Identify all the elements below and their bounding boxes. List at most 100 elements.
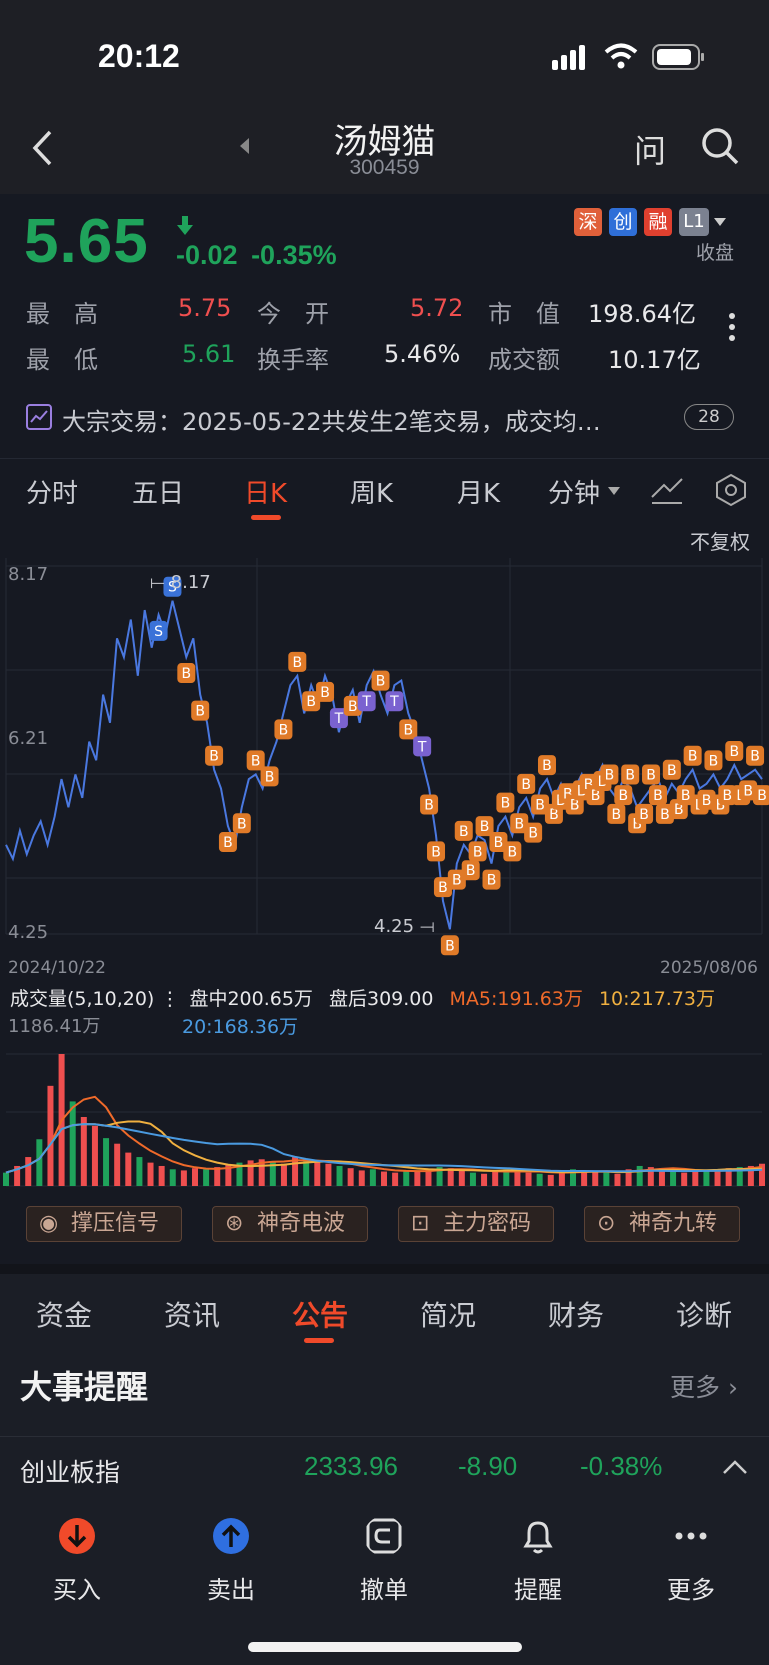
svg-text:B: B bbox=[459, 824, 469, 840]
volume-bar bbox=[114, 1143, 121, 1186]
svg-text:B: B bbox=[320, 685, 330, 701]
trade-marker-b: B bbox=[739, 780, 758, 801]
down-arrow-icon bbox=[177, 216, 193, 235]
svg-text:B: B bbox=[632, 816, 642, 832]
volume-bar bbox=[336, 1165, 343, 1186]
chevron-up-icon[interactable] bbox=[722, 1459, 748, 1475]
settings-hexagon-icon[interactable] bbox=[714, 473, 748, 507]
svg-text:S: S bbox=[168, 580, 177, 596]
svg-text:B: B bbox=[716, 797, 726, 813]
y-axis-mid: 6.21 bbox=[8, 728, 49, 749]
trade-marker-b: B bbox=[191, 700, 210, 721]
trade-marker-b: B bbox=[399, 719, 418, 740]
svg-text:B: B bbox=[625, 767, 635, 783]
tab-overview[interactable]: 简况 bbox=[420, 1299, 477, 1332]
tab-diagnosis[interactable]: 诊断 bbox=[676, 1299, 733, 1332]
trade-marker-b: B bbox=[697, 789, 716, 810]
svg-text:B: B bbox=[584, 777, 594, 793]
trade-marker-b: B bbox=[642, 764, 661, 785]
magic-wave-button[interactable]: ⊛ 神奇电波 bbox=[212, 1206, 368, 1242]
more-vert-icon[interactable] bbox=[728, 312, 736, 342]
tab-intraday[interactable]: 分时 bbox=[26, 479, 79, 509]
volume-bar bbox=[280, 1163, 287, 1186]
low-value: 5.61 bbox=[182, 340, 236, 368]
svg-text:B: B bbox=[466, 863, 476, 879]
trade-marker-t: T bbox=[385, 691, 404, 712]
support-pressure-button[interactable]: ◉ 撑压信号 bbox=[26, 1206, 182, 1242]
volume-bar bbox=[258, 1159, 265, 1186]
sell-button[interactable]: 卖出 bbox=[181, 1516, 281, 1605]
tab-five-day[interactable]: 五日 bbox=[132, 479, 185, 509]
back-icon[interactable] bbox=[30, 128, 54, 168]
trade-marker-b: B bbox=[718, 785, 737, 806]
volume-bar bbox=[603, 1172, 610, 1186]
tab-finance[interactable]: 财务 bbox=[548, 1299, 605, 1332]
search-icon[interactable] bbox=[700, 126, 740, 166]
notice-count-badge[interactable]: 28 bbox=[684, 404, 734, 430]
market-state: 收盘 bbox=[696, 242, 735, 264]
prev-stock-icon[interactable] bbox=[240, 138, 250, 154]
tab-daily-k[interactable]: 日K bbox=[244, 479, 288, 509]
volume-bar bbox=[592, 1171, 599, 1186]
volume-bar bbox=[403, 1170, 410, 1186]
trade-marker-b: B bbox=[260, 766, 279, 787]
tab-minute[interactable]: 分钟 bbox=[548, 479, 601, 509]
volume-bar bbox=[269, 1161, 276, 1186]
buy-icon bbox=[59, 1518, 95, 1554]
block-trade-notice[interactable]: 大宗交易：2025-05-22共发生2笔交易，成交均… 28 bbox=[0, 376, 769, 458]
buy-button[interactable]: 买入 bbox=[27, 1516, 127, 1605]
trade-marker-b: B bbox=[746, 745, 765, 766]
tab-weekly-k[interactable]: 周K bbox=[350, 479, 394, 509]
chevron-down-icon[interactable] bbox=[714, 218, 726, 226]
svg-text:T: T bbox=[361, 694, 371, 710]
alert-button[interactable]: 提醒 bbox=[488, 1516, 588, 1605]
trade-marker-b: B bbox=[683, 745, 702, 766]
svg-text:B: B bbox=[348, 699, 358, 715]
adjust-mode[interactable]: 不复权 bbox=[690, 530, 750, 554]
svg-text:B: B bbox=[605, 767, 615, 783]
trade-marker-b: B bbox=[447, 869, 466, 890]
trade-marker-b: B bbox=[537, 755, 556, 776]
trade-marker-b: B bbox=[475, 816, 494, 837]
tab-funds[interactable]: 资金 bbox=[36, 1299, 93, 1332]
volume-bar bbox=[325, 1163, 332, 1186]
trade-marker-b: B bbox=[177, 663, 196, 684]
minute-dropdown-icon[interactable] bbox=[608, 487, 620, 495]
draw-line-icon[interactable] bbox=[650, 475, 684, 505]
more-button[interactable]: 更多 bbox=[641, 1516, 741, 1605]
volume-bar bbox=[125, 1152, 132, 1186]
trade-marker-t: T bbox=[329, 708, 348, 729]
volume-bar bbox=[725, 1168, 732, 1186]
trade-marker-b: B bbox=[648, 785, 667, 806]
trade-marker-b: B bbox=[621, 764, 640, 785]
svg-text:B: B bbox=[591, 788, 601, 804]
volume-bar bbox=[581, 1170, 588, 1186]
ask-button[interactable]: 问 bbox=[634, 132, 667, 170]
events-title: 大事提醒 bbox=[20, 1368, 149, 1406]
index-ticker[interactable]: 创业板指 2333.96 -8.90 -0.38% bbox=[0, 1436, 769, 1500]
events-more-link[interactable]: 更多 › bbox=[670, 1373, 738, 1402]
cancel-order-button[interactable]: 撤单 bbox=[334, 1516, 434, 1605]
svg-text:B: B bbox=[237, 816, 247, 832]
main-force-button[interactable]: ⊡ 主力密码 bbox=[398, 1206, 554, 1242]
volume-bar bbox=[292, 1157, 299, 1186]
volume-bar bbox=[36, 1139, 43, 1186]
tag-l1[interactable]: L1 bbox=[679, 208, 709, 236]
volume-bar bbox=[381, 1171, 387, 1186]
svg-text:B: B bbox=[729, 744, 739, 760]
trade-marker-b: B bbox=[510, 813, 529, 834]
trade-marker-b: B bbox=[503, 841, 522, 862]
status-time: 20:12 bbox=[98, 38, 180, 74]
magic-nine-button[interactable]: ⊙ 神奇九转 bbox=[584, 1206, 740, 1242]
min-price-label: 4.25 ⟞ bbox=[374, 916, 435, 937]
volume-bar bbox=[203, 1169, 210, 1186]
index-change-pct: -0.38% bbox=[580, 1451, 663, 1481]
tab-news[interactable]: 资讯 bbox=[164, 1299, 221, 1332]
trade-marker-b: B bbox=[343, 695, 362, 716]
tab-announcements[interactable]: 公告 bbox=[292, 1299, 349, 1332]
trade-marker-b: B bbox=[433, 877, 452, 898]
tab-monthly-k[interactable]: 月K bbox=[457, 479, 501, 509]
y-axis-top: 8.17 bbox=[8, 564, 49, 585]
